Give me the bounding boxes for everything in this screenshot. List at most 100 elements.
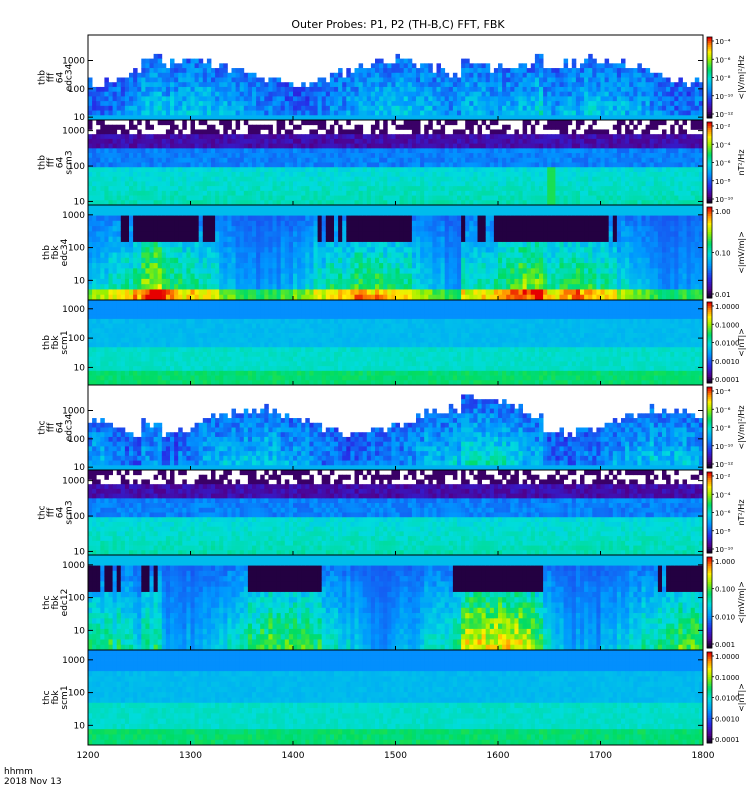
spectrogram-cell [662,110,667,116]
spectrogram-cell [124,294,130,300]
spectrogram-cell [407,105,413,111]
spectrogram-cell [674,176,679,182]
spectrogram-cell [194,231,200,238]
spectrogram-cell [366,105,372,111]
spectrogram-cell [227,210,232,216]
spectrogram-cell [498,181,503,187]
spectrogram-cell [588,63,593,69]
spectrogram-cell [428,162,433,168]
spectrogram-cell [379,105,384,111]
spectrogram-cell [457,101,462,107]
spectrogram-cell [305,157,310,163]
spectrogram-cell [498,91,503,97]
spectrogram-cell [506,77,511,83]
spectrogram-cell [317,190,323,196]
spectrogram-cell [284,167,290,173]
spectrogram-cell [276,77,282,83]
spectrogram-cell [477,138,482,145]
spectrogram-cell [264,101,269,107]
spectrogram-cell [539,115,544,120]
spectrogram-cell [498,190,503,196]
spectrogram-cell [334,105,339,111]
spectrogram-cell [92,96,97,102]
spectrogram-cell [457,115,462,120]
spectrogram-cell [174,153,179,159]
spectrogram-cell [657,143,663,149]
spectrogram-cell [211,200,216,205]
spectrogram-cell [206,263,212,269]
spectrogram-cell [165,162,171,168]
spectrogram-cell [145,263,150,269]
spectrogram-cell [575,120,581,126]
spectrogram-cell [502,72,507,78]
spectrogram-cell [264,167,269,173]
spectrogram-cell [182,257,187,264]
spectrogram-cell [165,226,171,232]
spectrogram-cell [186,171,191,178]
spectrogram-cell [174,247,179,253]
spectrogram-cell [354,186,359,192]
spectrogram-cell [457,148,462,154]
spectrogram-cell [403,186,409,192]
spectrogram-cell [690,181,696,187]
spectrogram-cell [170,153,175,159]
spectrogram-cell [473,110,478,116]
spectrogram-cell [436,68,441,74]
spectrogram-cell [165,247,171,253]
spectrogram-cell [112,96,118,102]
spectrogram-cell [104,181,109,187]
spectrogram-cell [133,72,138,78]
spectrogram-cell [649,86,655,93]
spectrogram-cell [407,91,413,97]
spectrogram-cell [686,86,692,93]
spectrogram-cell [584,195,589,201]
spectrogram-cell [338,96,343,102]
spectrogram-cell [280,171,286,178]
spectrogram-cell [247,134,253,140]
spectrogram-cell [522,153,528,159]
spectrogram-cell [165,241,171,248]
spectrogram-cell [305,171,310,178]
spectrogram-cell [616,68,622,74]
spectrogram-cell [526,162,532,168]
spectrogram-cell [399,115,405,120]
spectrogram-cell [174,176,179,182]
spectrogram-cell [116,284,122,290]
spectrogram-cell [493,82,499,88]
spectrogram-cell [653,153,659,159]
spectrogram-cell [600,105,605,111]
spectrogram-cell [231,210,236,216]
spectrogram-cell [567,176,573,182]
spectrogram-cell [178,247,183,253]
spectrogram-cell [92,252,97,259]
spectrogram-cell [416,72,421,78]
spectrogram-cell [276,86,282,93]
spectrogram-cell [534,162,540,168]
spectrogram-cell [321,115,327,120]
spectrogram-cell [633,96,638,102]
spectrogram-cell [666,190,671,196]
spectrogram-cell [305,186,310,192]
spectrogram-cell [604,68,610,74]
spectrogram-cell [104,157,109,163]
spectrogram-cell [641,134,646,140]
spectrogram-cell [399,195,405,201]
spectrogram-cell [514,138,519,145]
spectrogram-cell [239,96,245,102]
spectrogram-cell [100,220,105,227]
spectrogram-cell [116,86,122,93]
spectrogram-cell [321,101,327,107]
spectrogram-cell [477,134,482,140]
y-tick-label: 100 [68,162,85,172]
spectrogram-cell [670,115,675,120]
spectrogram-cell [141,91,146,97]
spectrogram-cell [100,91,105,97]
spectrogram-cell [174,200,179,205]
spectrogram-cell [88,101,93,107]
spectrogram-cell [145,124,150,130]
spectrogram-cell [580,153,585,159]
spectrogram-cell [120,263,126,269]
spectrogram-cell [354,153,359,159]
spectrogram-cell [403,157,409,163]
spectrogram-cell [317,86,323,93]
